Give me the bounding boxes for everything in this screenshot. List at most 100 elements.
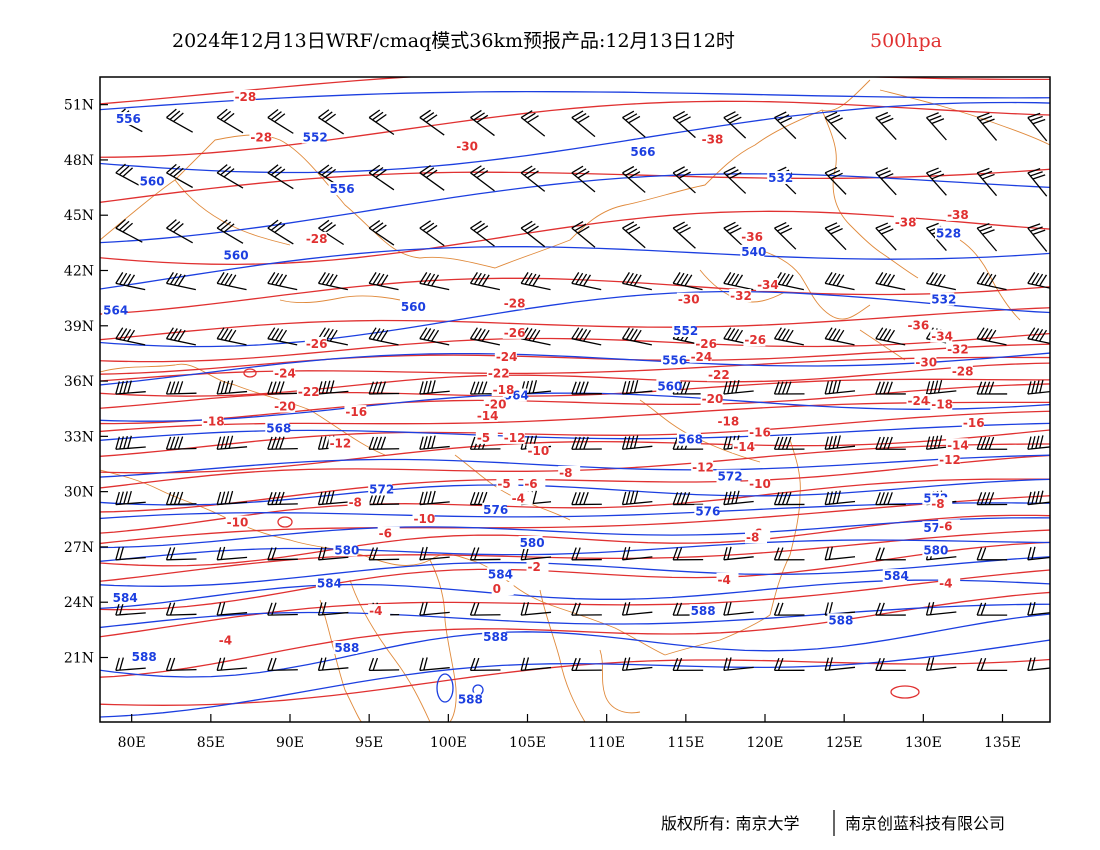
height-contour-labels: 528 532 532 540 552 552 556 556 556 560 560 560 560 5… (102, 112, 961, 707)
temperature-contour-label: -32 (730, 289, 752, 303)
x-tick-label: 130E (905, 735, 942, 751)
wind-barb (267, 164, 294, 190)
wind-barb (774, 221, 797, 250)
wind-barb (115, 490, 146, 506)
temperature-contour-label: -36 (908, 318, 930, 332)
temperature-contour-label: -18 (718, 414, 740, 428)
wind-barb (115, 546, 146, 561)
temperature-contour-label: -36 (741, 230, 763, 244)
temperature-contour-label: -28 (306, 232, 328, 246)
wind-barb (368, 327, 399, 346)
wind-barb (976, 167, 998, 197)
temperature-contour-label: -8 (559, 466, 572, 480)
wind-barb (824, 327, 855, 346)
temperature-contour-label: -10 (528, 444, 550, 458)
wind-barb (165, 327, 196, 346)
wind-barb (622, 110, 646, 138)
wind-barb (317, 602, 349, 616)
wind-barb (520, 546, 552, 561)
wind-barb (216, 164, 244, 189)
x-tick-label: 115E (667, 735, 704, 751)
height-contour-label: 532 (931, 293, 956, 307)
wind-barb (318, 219, 344, 246)
wind-barb (672, 110, 696, 139)
wind-barb (216, 327, 247, 346)
wind-barb (824, 272, 855, 291)
wind-barb (723, 490, 754, 506)
wind-barb (469, 327, 500, 346)
map-title: 2024年12月13日WRF/cmaq模式36km预报产品:12月13日12时 (172, 30, 735, 52)
wind-barb (115, 657, 146, 672)
wind-barb (773, 547, 805, 561)
wind-barb (216, 219, 244, 244)
temperature-contour-label: -30 (678, 293, 700, 307)
y-tick-label: 24N (64, 595, 94, 611)
temperature-contour-label: -16 (345, 405, 367, 419)
wind-barb (115, 602, 146, 616)
wind-barb (267, 547, 298, 561)
wind-barb (621, 327, 652, 346)
wind-barb (926, 167, 947, 196)
wind-barb (1027, 546, 1050, 561)
x-tick-label: 120E (747, 735, 784, 751)
wind-barb (875, 381, 906, 395)
wind-barb (115, 163, 143, 188)
temperature-contour-label: -20 (274, 400, 296, 414)
height-contour-label: 552 (303, 131, 328, 145)
wind-barb (875, 657, 906, 672)
temperature-contour-label: -6 (379, 527, 392, 541)
wind-barb (723, 601, 754, 616)
temperature-contour-label: -14 (947, 438, 969, 452)
temperature-contour-label: -28 (250, 131, 272, 145)
height-contour-label: 532 (768, 171, 793, 185)
wind-barb (368, 164, 395, 191)
wind-barb (571, 165, 596, 193)
copyright-right: 南京创蓝科技有限公司 (845, 814, 1005, 833)
wind-barb (368, 220, 395, 246)
wind-barb (773, 436, 805, 450)
temperature-contour-label: -4 (718, 573, 731, 587)
wind-barb (165, 272, 196, 291)
height-contour-label: 588 (132, 650, 157, 664)
x-tick-label: 125E (826, 735, 863, 751)
wind-barb (267, 109, 294, 134)
height-contour-label: 572 (369, 482, 394, 496)
temperature-contour-label: -8 (349, 495, 362, 509)
plot-frame (99, 76, 1051, 723)
wind-barb (115, 435, 146, 450)
temperature-contour-label: -10 (227, 516, 249, 530)
wind-barb (469, 657, 501, 672)
temperature-contour-label: -24 (496, 350, 518, 364)
wind-barb (824, 657, 856, 672)
temperature-contour-label: -5 (477, 431, 490, 445)
height-contour-label: 560 (657, 379, 682, 393)
wind-barb (419, 657, 450, 672)
temperature-contour-label: -12 (330, 436, 352, 450)
temperature-contour-label: -30 (456, 140, 478, 154)
wind-barb (672, 492, 704, 506)
wind-barb (621, 546, 653, 561)
height-contour-label: 564 (103, 304, 128, 318)
temperature-contour-label: -26 (306, 337, 328, 351)
wind-barb (317, 546, 349, 561)
copyright-left: 版权所有: 南京大学 (661, 814, 799, 833)
wind-barb (723, 657, 754, 672)
wind-barb (621, 657, 653, 672)
wind-barb (165, 547, 197, 561)
height-contour-label: 584 (317, 576, 342, 590)
height-contour-label: 572 (718, 470, 743, 484)
height-contour-label: 528 (936, 226, 961, 240)
wind-barb (216, 380, 248, 395)
wind-barb (875, 436, 906, 450)
height-contour-label: 556 (662, 353, 687, 367)
temperature-contour-label: -22 (708, 368, 730, 382)
temperature-contour-label: -22 (298, 385, 320, 399)
wind-barb (419, 546, 450, 561)
temperature-contour-label: -4 (512, 492, 525, 506)
y-tick-label: 33N (64, 429, 94, 445)
temperature-contour-label: -6 (524, 477, 537, 491)
wind-barb (419, 602, 450, 616)
wind-barb (216, 435, 248, 450)
wind-barb (520, 165, 546, 192)
wind-barb (267, 219, 294, 245)
